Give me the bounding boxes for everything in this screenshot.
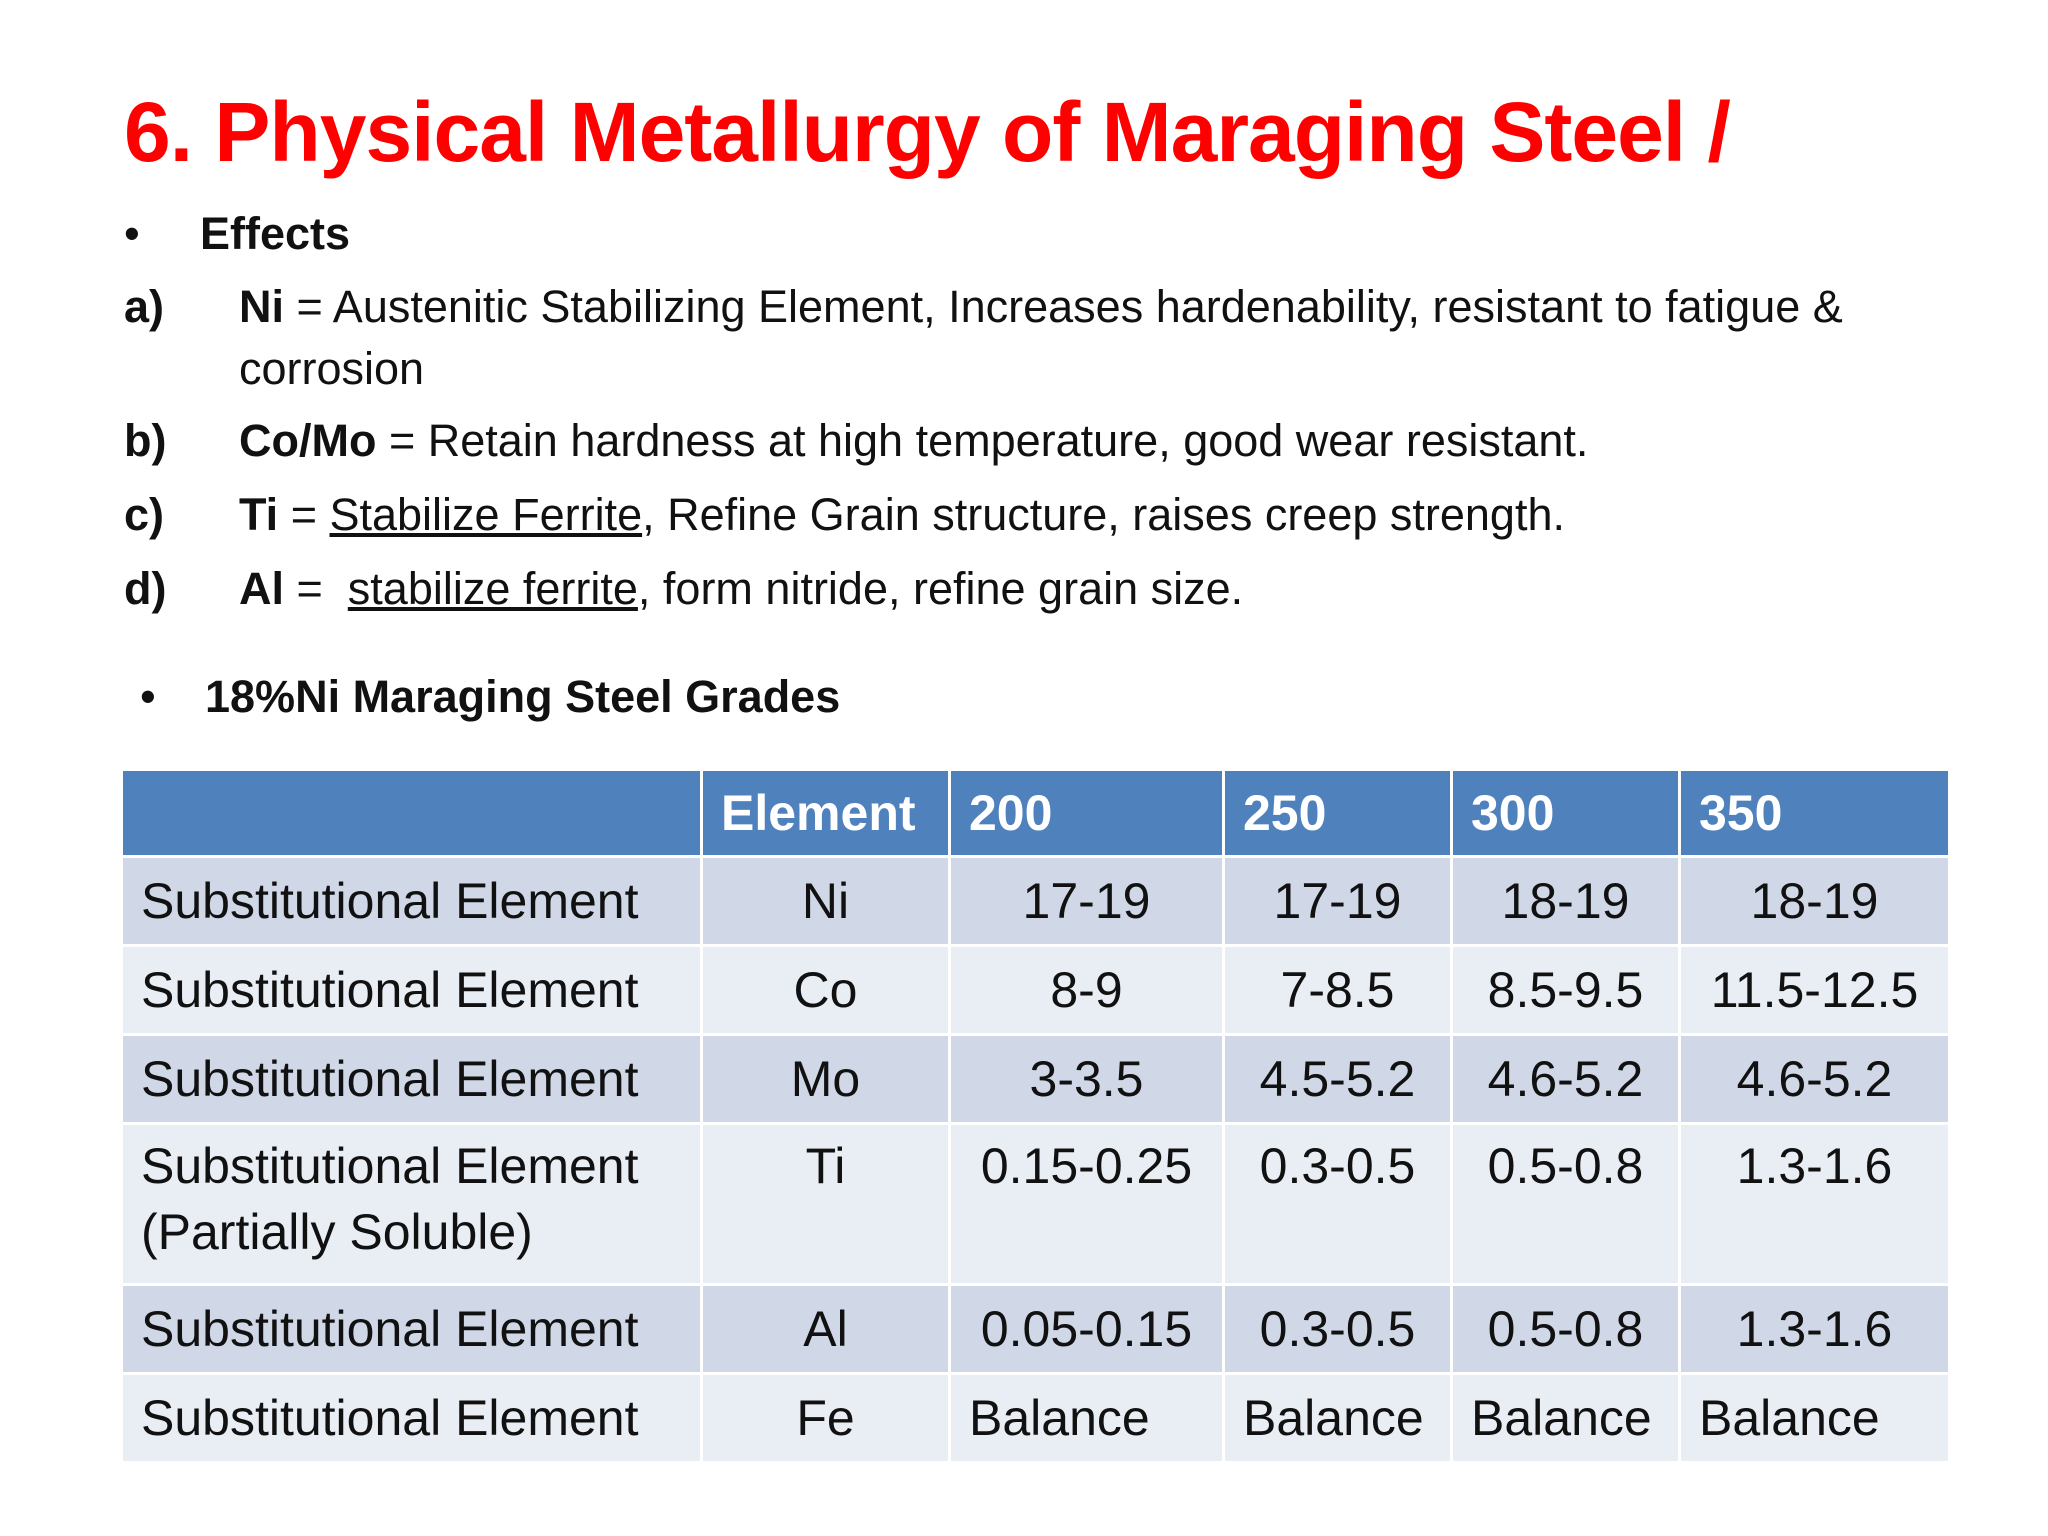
table-cell: 18-19 [1678, 855, 1951, 947]
table-cell: 18-19 [1450, 855, 1681, 947]
table-cell: 0.3-0.5 [1222, 1283, 1453, 1375]
table-cell: Co [700, 944, 951, 1036]
table-cell: 17-19 [1222, 855, 1453, 947]
effect-d-term: Al [239, 563, 284, 614]
table-cell: Balance [948, 1372, 1225, 1464]
bullet-icon: • [124, 208, 140, 259]
effect-c-equals: = [278, 489, 330, 540]
table-row: Substitutional Element Ni 17-19 17-19 18… [120, 855, 1951, 947]
table-row: Substitutional Element Mo 3-3.5 4.5-5.2 … [120, 1033, 1951, 1125]
effect-a-description: = Austenitic Stabilizing Element, Increa… [239, 281, 1843, 394]
table-cell: 4.6-5.2 [1678, 1033, 1951, 1125]
table-cell: 4.6-5.2 [1450, 1033, 1681, 1125]
table-cell: Substitutional Element [120, 1372, 703, 1464]
effect-c-term: Ti [239, 489, 279, 540]
table-cell: Mo [700, 1033, 951, 1125]
effect-d-text: Al = stabilize ferrite, form nitride, re… [239, 558, 1959, 620]
table-row: Substitutional Element Co 8-9 7-8.5 8.5-… [120, 944, 1951, 1036]
header-cell: 350 [1678, 768, 1951, 858]
table-cell: Balance [1678, 1372, 1951, 1464]
table-cell: 7-8.5 [1222, 944, 1453, 1036]
table-cell: Al [700, 1283, 951, 1375]
header-cell: 250 [1222, 768, 1453, 858]
table-cell: 0.5-0.8 [1450, 1122, 1681, 1286]
table-cell: 1.3-1.6 [1678, 1283, 1951, 1375]
effect-b-text: Co/Mo = Retain hardness at high temperat… [239, 410, 1959, 472]
table-row: Substitutional Element Fe Balance Balanc… [120, 1372, 1951, 1464]
bullet-icon: • [140, 671, 156, 722]
cell-line: (Partially Soluble) [141, 1204, 533, 1260]
effect-d-marker: d) [124, 563, 167, 614]
header-cell: 300 [1450, 768, 1681, 858]
table-cell: 0.05-0.15 [948, 1283, 1225, 1375]
effect-d-description: , form nitride, refine grain size. [637, 563, 1244, 614]
table-cell: 17-19 [948, 855, 1225, 947]
header-cell: 200 [948, 768, 1225, 858]
effect-c-underlined: Stabilize Ferrite [329, 489, 643, 540]
table-cell: Substitutional Element [120, 944, 703, 1036]
grades-table: Element 200 250 300 350 Substitutional E… [120, 768, 1951, 1464]
table-cell: Substitutional Element [120, 855, 703, 947]
table-cell: 0.15-0.25 [948, 1122, 1225, 1286]
table-cell: Balance [1222, 1372, 1453, 1464]
effect-b-term: Co/Mo [239, 415, 377, 466]
table-cell: 0.3-0.5 [1222, 1122, 1453, 1286]
table-cell: 0.5-0.8 [1450, 1283, 1681, 1375]
effect-c-text: Ti = Stabilize Ferrite, Refine Grain str… [239, 484, 1959, 546]
header-cell: Element [700, 768, 951, 858]
effect-c-description: , Refine Grain structure, raises creep s… [642, 489, 1565, 540]
table-cell: 4.5-5.2 [1222, 1033, 1453, 1125]
table-cell: Balance [1450, 1372, 1681, 1464]
table-row: Substitutional Element Al 0.05-0.15 0.3-… [120, 1283, 1951, 1375]
effect-b-description: = Retain hardness at high temperature, g… [376, 415, 1589, 466]
table-header-row: Element 200 250 300 350 [120, 768, 1951, 858]
table-cell: Substitutional Element [120, 1033, 703, 1125]
slide-title: 6. Physical Metallurgy of Maraging Steel… [124, 85, 1731, 179]
effect-d-equals: = [284, 563, 348, 614]
effect-a-term: Ni [239, 281, 284, 332]
table-cell: Ni [700, 855, 951, 947]
table-cell: Substitutional Element (Partially Solubl… [120, 1122, 703, 1286]
grades-heading: 18%Ni Maraging Steel Grades [205, 671, 841, 722]
table-cell: 1.3-1.6 [1678, 1122, 1951, 1286]
effect-b-marker: b) [124, 415, 167, 466]
effect-a-marker: a) [124, 281, 165, 332]
cell-line: Substitutional Element [141, 1138, 639, 1194]
table-cell: 3-3.5 [948, 1033, 1225, 1125]
effect-d-underlined: stabilize ferrite [347, 563, 638, 614]
table-cell: Ti [700, 1122, 951, 1286]
table-cell: 8-9 [948, 944, 1225, 1036]
effect-a-text: Ni = Austenitic Stabilizing Element, Inc… [239, 276, 1959, 400]
table-row: Substitutional Element (Partially Solubl… [120, 1122, 1951, 1286]
effects-heading: Effects [200, 208, 351, 259]
table-cell: 8.5-9.5 [1450, 944, 1681, 1036]
header-cell [120, 768, 703, 858]
table-cell: Fe [700, 1372, 951, 1464]
table-cell: 11.5-12.5 [1678, 944, 1951, 1036]
effect-c-marker: c) [124, 489, 165, 540]
table-cell: Substitutional Element [120, 1283, 703, 1375]
